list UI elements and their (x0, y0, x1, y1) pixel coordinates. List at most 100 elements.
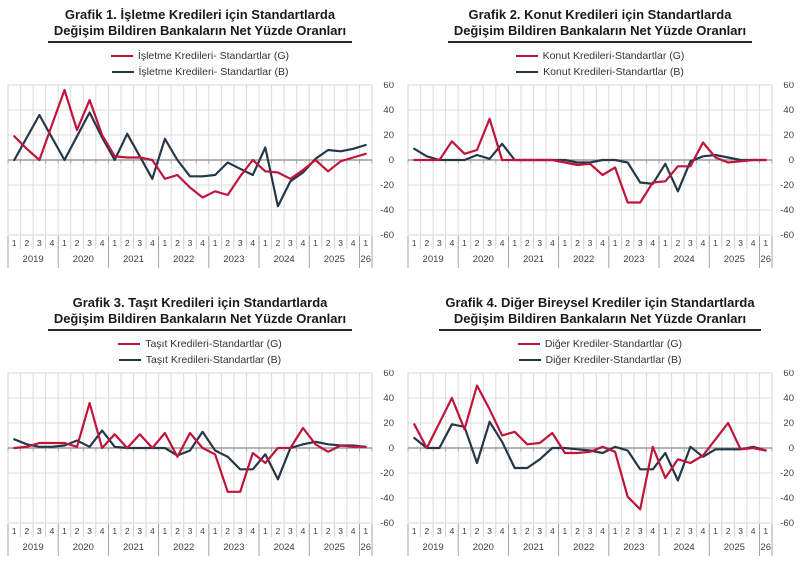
x-axis-quarter-label: 3 (738, 238, 743, 248)
x-axis-quarter-label: 4 (100, 238, 105, 248)
x-axis-quarter-label: 3 (638, 238, 643, 248)
x-axis-quarter-label: 2 (726, 238, 731, 248)
x-axis-year-label: 2019 (423, 542, 444, 553)
x-axis-quarter-label: 1 (313, 526, 318, 536)
chart-title-block: Grafik 4. Diğer Bireysel Krediler için S… (400, 288, 800, 331)
x-axis-quarter-label: 1 (12, 526, 17, 536)
legend-label-b: İşletme Kredileri- Standartlar (B) (138, 66, 289, 78)
x-axis-quarter-label: 2 (675, 238, 680, 248)
x-axis-quarter-label: 3 (688, 238, 693, 248)
legend-line-swatch-b (118, 359, 141, 361)
x-axis-quarter-label: 4 (450, 526, 455, 536)
y-axis-tick-label: -40 (780, 493, 794, 504)
x-axis-quarter-label: 2 (225, 238, 230, 248)
y-axis-tick-label: -20 (380, 468, 394, 479)
x-axis-quarter-label: 3 (537, 526, 542, 536)
y-axis-tick-label: -40 (780, 205, 794, 216)
x-axis-quarter-label: 3 (137, 526, 142, 536)
x-axis-quarter-label: 4 (701, 238, 706, 248)
x-axis-quarter-label: 4 (751, 526, 756, 536)
x-axis-quarter-label: 2 (125, 526, 130, 536)
x-axis-quarter-label: 3 (87, 526, 92, 536)
x-axis-year-label: 2021 (523, 254, 544, 265)
x-axis-quarter-label: 2 (125, 238, 130, 248)
chart-title-line2: Değişim Bildiren Bankaların Net Yüzde Or… (453, 311, 747, 326)
x-axis-quarter-label: 4 (351, 526, 356, 536)
x-axis-quarter-label: 2 (275, 238, 280, 248)
series-line-b (413, 142, 767, 193)
x-axis-year-label: 2024 (274, 254, 295, 265)
y-axis-tick-label: -40 (380, 493, 394, 504)
x-axis-year-label: 2020 (473, 542, 494, 553)
x-axis-year-label: 2025 (724, 254, 745, 265)
x-axis-quarter-label: 3 (288, 526, 293, 536)
x-axis-year-label: 2023 (623, 542, 644, 553)
x-axis-quarter-label: 4 (450, 238, 455, 248)
x-axis-quarter-label: 2 (575, 238, 580, 248)
x-axis-quarter-label: 3 (37, 526, 42, 536)
x-axis-year-label: 2020 (473, 254, 494, 265)
chart-title-line2: Değişim Bildiren Bankaların Net Yüzde Or… (53, 311, 347, 326)
x-axis-year-label: 2022 (573, 542, 594, 553)
chart-title-line1: Grafik 3. Taşıt Kredileri için Standartl… (72, 295, 328, 310)
y-axis-tick-label: 40 (783, 393, 794, 404)
legend-label-g: Taşıt Kredileri-Standartlar (G) (145, 338, 282, 350)
series-line-b (413, 420, 767, 482)
x-axis-year-label: 2019 (423, 254, 444, 265)
legend-entry-g: Konut Kredileri-Standartlar (G) (400, 48, 800, 64)
x-axis-quarter-label: 4 (550, 238, 555, 248)
x-axis-quarter-label: 1 (12, 238, 17, 248)
x-axis-quarter-label: 4 (600, 526, 605, 536)
x-axis-year-label: 2019 (23, 542, 44, 553)
x-axis-year-label: 2025 (324, 254, 345, 265)
x-axis-quarter-label: 1 (462, 238, 467, 248)
chart-card-grafik1: Grafik 1. İşletme Kredileri için Standar… (0, 0, 400, 285)
chart-title: Grafik 1. İşletme Kredileri için Standar… (47, 7, 353, 43)
chart-title-line1: Grafik 4. Diğer Bireysel Krediler için S… (445, 295, 755, 310)
x-axis-quarter-label: 1 (213, 526, 218, 536)
x-axis-quarter-label: 2 (175, 526, 180, 536)
legend-label-b: Diğer Krediler-Standartlar (B) (545, 354, 682, 366)
y-axis-tick-label: 60 (383, 370, 394, 379)
x-axis-quarter-label: 4 (500, 526, 505, 536)
legend-line-swatch-g (118, 343, 141, 345)
x-axis-quarter-label: 1 (112, 238, 117, 248)
x-axis-year-label: 2022 (173, 254, 194, 265)
x-axis-quarter-label: 1 (763, 526, 768, 536)
x-axis-quarter-label: 3 (37, 238, 42, 248)
x-axis-quarter-label: 3 (238, 238, 243, 248)
legend-line-swatch-g (110, 55, 133, 57)
y-axis-tick-label: 20 (383, 418, 394, 429)
x-axis-year-label: 2021 (123, 254, 144, 265)
x-axis-quarter-label: 2 (275, 526, 280, 536)
x-axis-quarter-label: 4 (150, 238, 155, 248)
chart-title-line1: Grafik 2. Konut Kredileri için Standartl… (468, 7, 732, 22)
chart-card-grafik3: Grafik 3. Taşıt Kredileri için Standartl… (0, 288, 400, 573)
series-line-g (413, 117, 767, 204)
y-axis-tick-label: 40 (383, 393, 394, 404)
y-axis-tick-label: 0 (389, 443, 394, 454)
series-line-g (13, 88, 367, 199)
x-axis-quarter-label: 1 (112, 526, 117, 536)
x-axis-quarter-label: 1 (663, 526, 668, 536)
x-axis-year-label: 2021 (123, 542, 144, 553)
x-axis-quarter-label: 1 (462, 526, 467, 536)
x-axis-quarter-label: 4 (600, 238, 605, 248)
x-axis-quarter-label: 3 (238, 526, 243, 536)
x-axis-quarter-label: 3 (588, 526, 593, 536)
legend-label-g: İşletme Kredileri- Standartlar (G) (137, 50, 290, 62)
legend-entry-b: Konut Kredileri-Standartlar (B) (400, 64, 800, 80)
x-axis-quarter-label: 4 (701, 526, 706, 536)
series-line-g (413, 384, 767, 511)
legend-line-swatch-b (516, 71, 539, 73)
x-axis-quarter-label: 1 (213, 238, 218, 248)
x-axis-quarter-label: 3 (437, 526, 442, 536)
y-axis-tick-label: 0 (789, 155, 794, 166)
chart-title-line2: Değişim Bildiren Bankaların Net Yüzde Or… (53, 23, 347, 38)
x-axis-quarter-label: 2 (424, 238, 429, 248)
chart-title: Grafik 3. Taşıt Kredileri için Standartl… (47, 295, 353, 331)
x-axis-quarter-label: 4 (150, 526, 155, 536)
x-axis-quarter-label: 2 (726, 526, 731, 536)
chart-card-grafik4: Grafik 4. Diğer Bireysel Krediler için S… (400, 288, 800, 573)
